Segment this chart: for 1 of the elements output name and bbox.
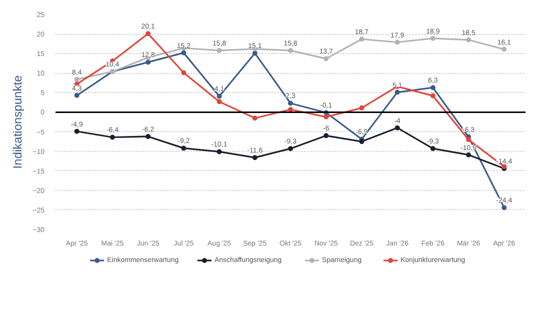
y-axis-title: Indikationspunkte bbox=[10, 74, 25, 169]
